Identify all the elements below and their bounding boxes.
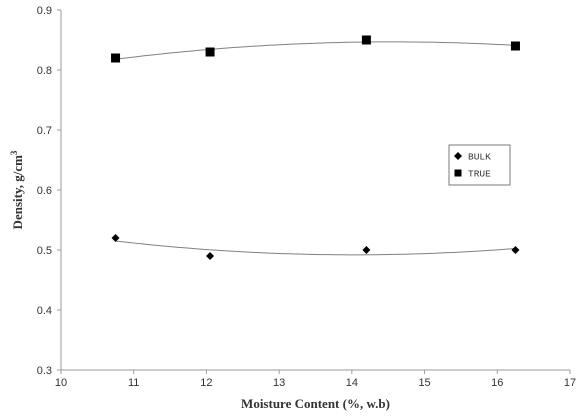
x-tick-label: 11 bbox=[128, 377, 139, 389]
y-axis-title-superscript: 3 bbox=[9, 150, 19, 155]
legend-label-true: TRUE bbox=[468, 169, 491, 180]
y-axis-title-text: Density, g/cm bbox=[10, 155, 25, 230]
x-tick-label: 13 bbox=[273, 377, 285, 389]
y-tick-label: 0.7 bbox=[37, 125, 52, 137]
x-tick-label: 14 bbox=[346, 377, 358, 389]
x-tick-label: 15 bbox=[418, 377, 430, 389]
x-axis-ticks: 10 11 12 13 14 15 16 17 bbox=[55, 370, 576, 389]
true-point bbox=[510, 41, 520, 51]
y-axis-ticks: 0.3 0.4 0.5 0.6 0.7 0.8 0.9 bbox=[37, 5, 61, 377]
trendline-bulk bbox=[115, 240, 516, 256]
y-tick-label: 0.3 bbox=[37, 365, 52, 377]
x-tick-label: 10 bbox=[55, 377, 67, 389]
bulk-point bbox=[511, 246, 520, 254]
legend-box bbox=[448, 144, 511, 186]
bulk-point bbox=[111, 234, 120, 242]
legend-marker-true bbox=[454, 169, 462, 177]
data-points bbox=[111, 35, 520, 260]
x-tick-label: 16 bbox=[491, 377, 503, 389]
true-point bbox=[361, 35, 371, 45]
y-tick-label: 0.8 bbox=[37, 65, 52, 77]
y-tick-label: 0.6 bbox=[37, 185, 52, 197]
legend-marker-bulk bbox=[454, 152, 462, 160]
bulk-point bbox=[206, 252, 215, 260]
x-tick-label: 17 bbox=[564, 377, 576, 389]
true-point bbox=[205, 47, 215, 57]
y-tick-label: 0.5 bbox=[37, 245, 52, 257]
true-point bbox=[111, 53, 121, 63]
legend: BULK TRUE bbox=[448, 144, 511, 186]
x-axis-title: Moisture Content (%, w.b) bbox=[241, 396, 390, 411]
x-tick-label: 12 bbox=[200, 377, 212, 389]
trendlines bbox=[115, 41, 516, 256]
trendline-true bbox=[115, 41, 516, 60]
y-axis-title: Density, g/cm3 bbox=[9, 150, 25, 229]
y-tick-label: 0.4 bbox=[37, 305, 52, 317]
legend-label-bulk: BULK bbox=[468, 152, 491, 163]
y-tick-label: 0.9 bbox=[37, 5, 52, 17]
bulk-point bbox=[362, 246, 371, 254]
